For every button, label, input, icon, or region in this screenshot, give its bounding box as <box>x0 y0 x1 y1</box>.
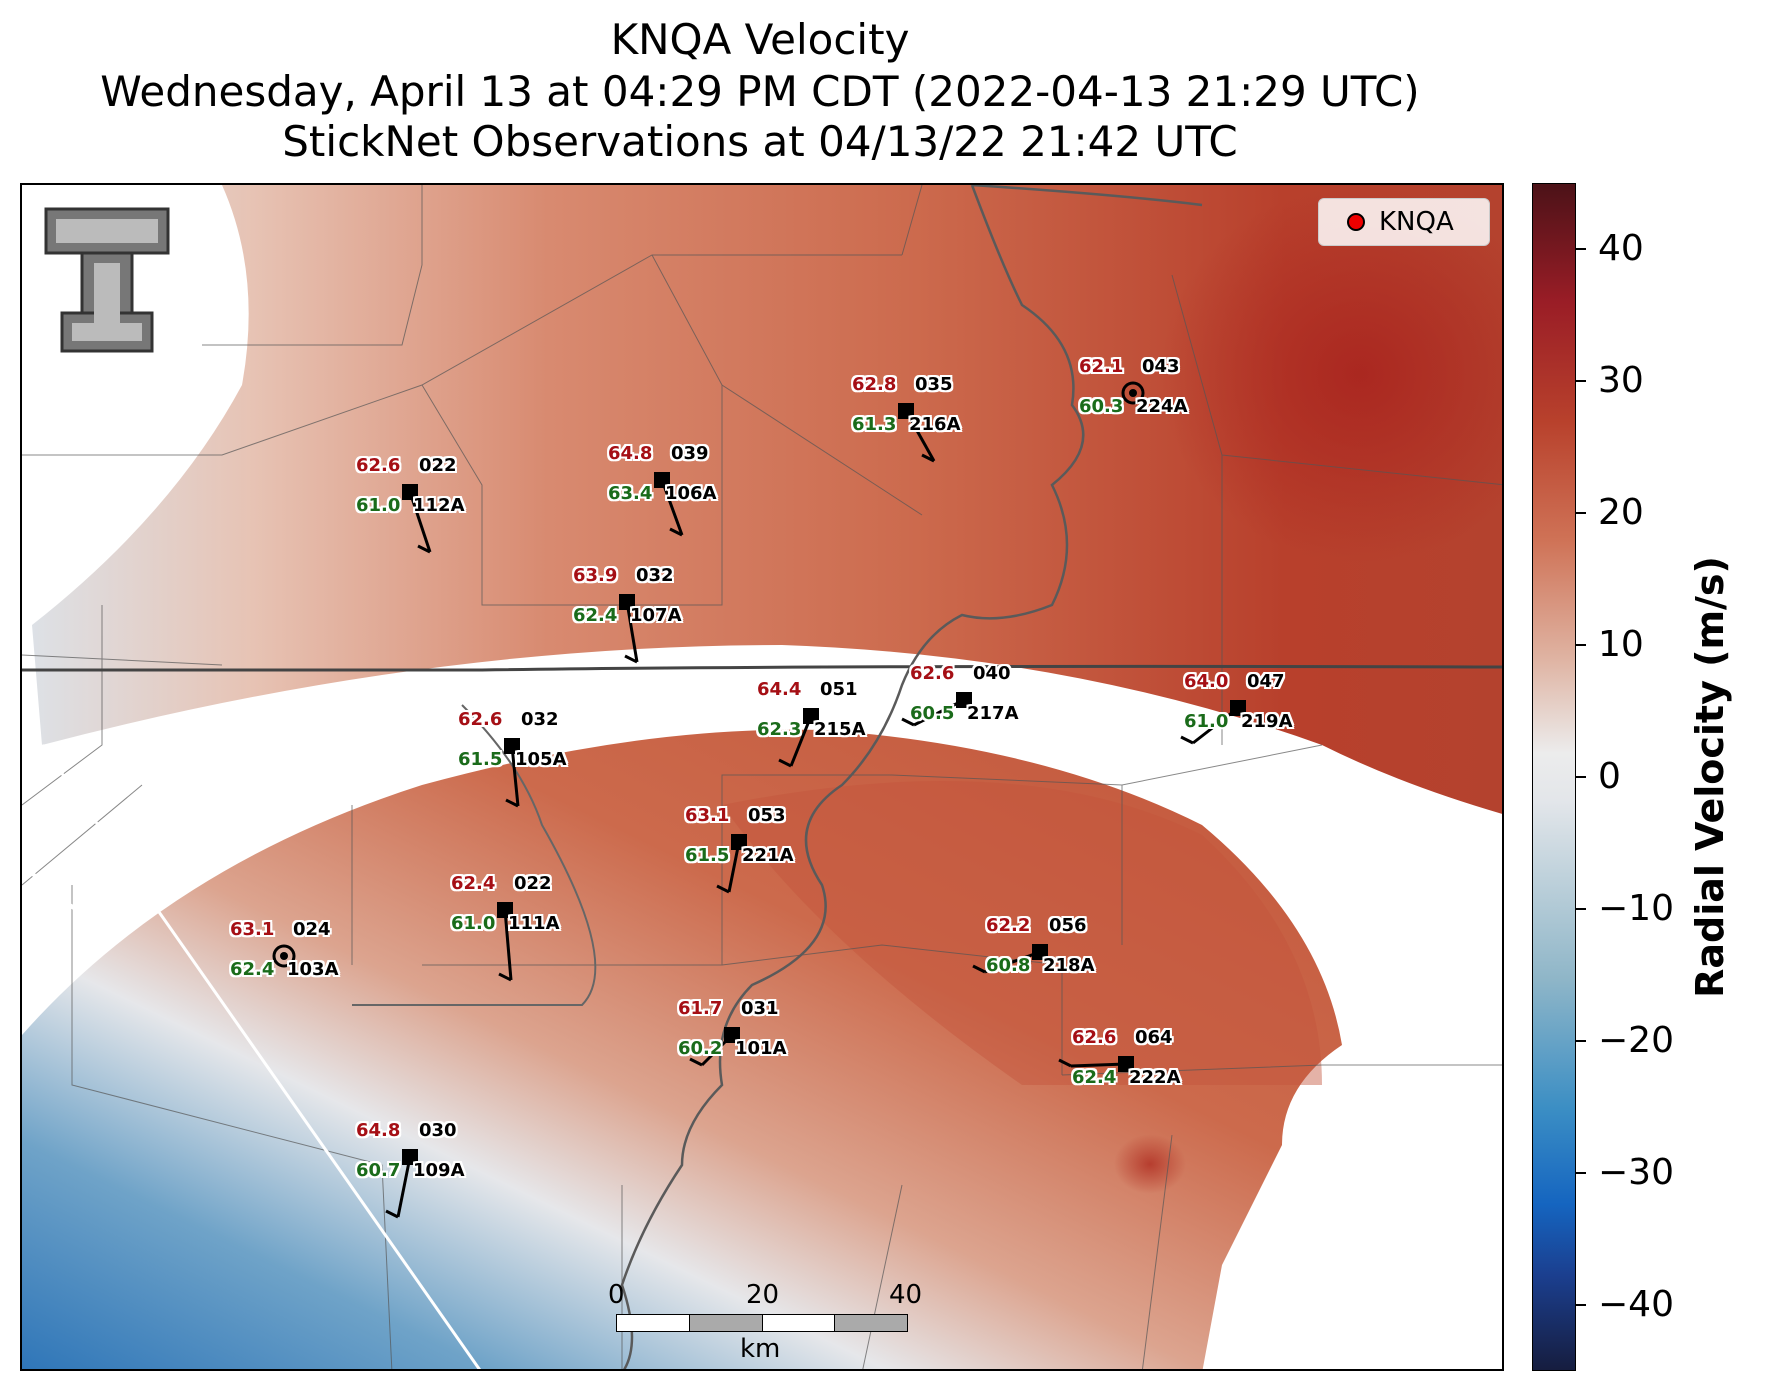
colorbar-tick-label: −10 <box>1598 888 1674 929</box>
title-line-3: StickNet Observations at 04/13/22 21:42 … <box>282 117 1238 166</box>
radar-map-svg <box>22 185 1502 1369</box>
colorbar-tick-label: 30 <box>1598 360 1644 401</box>
colorbar-tick <box>1576 776 1586 778</box>
radar-gap-streak-2 <box>22 863 84 917</box>
colorbar-tick <box>1576 380 1586 382</box>
radar-map[interactable] <box>20 183 1504 1371</box>
scale-label-20: 20 <box>746 1280 780 1310</box>
colorbar-tick <box>1576 248 1586 250</box>
county-borders <box>22 185 1502 1369</box>
scale-label-0: 0 <box>608 1280 625 1310</box>
colorbar-tick-label: −30 <box>1598 1152 1674 1193</box>
texas-tech-double-t-logo <box>42 205 172 355</box>
title-line-2: Wednesday, April 13 at 04:29 PM CDT (202… <box>100 67 1420 116</box>
scale-bar-segments <box>616 1314 908 1332</box>
colorbar-label: Radial Velocity (m/s) <box>1688 556 1732 998</box>
radar-velocity-upper-dark <box>842 185 1502 814</box>
title-line-1: KNQA Velocity <box>610 15 910 64</box>
river <box>620 185 1203 1369</box>
scale-unit: km <box>740 1334 781 1364</box>
colorbar-tick-label: 0 <box>1598 756 1621 797</box>
region-outline <box>352 704 597 1006</box>
colorbar-tick-label: 10 <box>1598 624 1644 665</box>
colorbar-tick <box>1576 512 1586 514</box>
colorbar-tick-label: 20 <box>1598 492 1644 533</box>
colorbar-tick <box>1576 1172 1586 1174</box>
legend-label: KNQA <box>1379 207 1454 237</box>
knqa-marker-icon <box>1347 213 1365 231</box>
colorbar-tick <box>1576 1304 1586 1306</box>
state-border <box>22 664 1502 672</box>
colorbar-tick-label: −20 <box>1598 1020 1674 1061</box>
radar-velocity-lower-dark <box>922 971 1222 1219</box>
radar-gap-streak <box>40 744 482 1369</box>
radar-velocity-lower-dark-2 <box>722 781 1322 1085</box>
colorbar-tick <box>1576 1040 1586 1042</box>
colorbar-tick <box>1576 908 1586 910</box>
colorbar-tick-label: −40 <box>1598 1284 1674 1325</box>
map-legend: KNQA <box>1318 198 1490 246</box>
colorbar <box>1532 183 1576 1371</box>
scale-bar: 0 20 40 km <box>608 1280 922 1370</box>
colorbar-tick <box>1576 644 1586 646</box>
scale-label-40: 40 <box>889 1280 923 1310</box>
colorbar-tick-label: 40 <box>1598 228 1644 269</box>
